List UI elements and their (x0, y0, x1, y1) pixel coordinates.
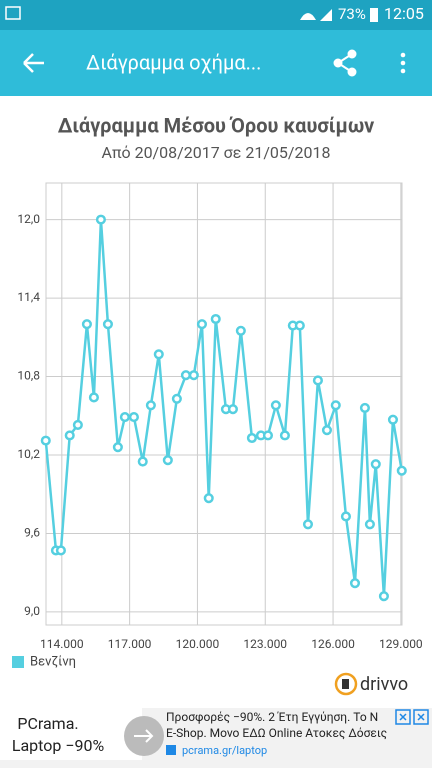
data-point (88, 392, 99, 403)
x-tick-label: 114.000 (40, 637, 84, 651)
data-point (55, 545, 66, 556)
data-point (119, 412, 130, 423)
legend-label: Βενζίνη (30, 654, 76, 669)
y-tick-label: 9,0 (24, 604, 40, 618)
back-button[interactable] (23, 53, 44, 73)
x-tick-label: 117.000 (108, 637, 152, 651)
data-point (349, 578, 361, 589)
data-point (145, 400, 156, 411)
x-tick-label: 129.000 (379, 637, 423, 651)
data-point (364, 519, 375, 530)
data-point (396, 465, 407, 476)
data-point (81, 319, 92, 330)
data-point (235, 325, 246, 336)
ad-headline: Laptop −90% (12, 736, 105, 755)
data-point (246, 432, 257, 444)
plot: 9,0 9,6 10,2 10,8 11,4 12,0 114.000 117.000 120.… (12, 182, 423, 669)
data-point (188, 370, 199, 381)
y-tick-label: 10,8 (17, 369, 40, 383)
data-point (270, 400, 281, 411)
data-point (302, 519, 314, 530)
data-point (330, 400, 341, 411)
ad-url: pcrama.gr/laptop (182, 744, 267, 757)
data-point (128, 412, 139, 423)
x-tick-label: 123.000 (243, 637, 287, 651)
notification-icon (5, 6, 21, 20)
wifi-icon (300, 13, 316, 20)
data-point (64, 430, 75, 441)
data-line (44, 219, 404, 597)
status-bar (0, 0, 432, 30)
data-point (262, 430, 274, 441)
data-point (137, 456, 148, 467)
battery-icon (370, 8, 378, 22)
brand-logo (334, 672, 358, 696)
data-point (227, 404, 238, 415)
battery-level: 73% (338, 5, 366, 23)
data-point (112, 442, 123, 453)
ad-close[interactable] (395, 709, 429, 725)
data-point (370, 459, 381, 470)
data-point (162, 455, 173, 466)
chart-subtitle: Από 20/08/2017 σε 21/05/2018 (102, 143, 331, 162)
y-tick-label: 9,6 (24, 526, 40, 540)
data-point (72, 419, 83, 430)
data-point (279, 430, 290, 441)
ad-text: Προσφορές −90%. 2 Έτη Εγγύηση. Το N (166, 710, 378, 724)
data-point (95, 214, 106, 225)
more-button[interactable] (400, 52, 406, 74)
data-point (312, 375, 323, 386)
data-point (294, 320, 305, 331)
y-tick-label: 11,4 (17, 290, 40, 304)
app-title: Διάγραμμα οχήμα... (86, 50, 261, 74)
data-point (378, 591, 389, 602)
x-tick-label: 120.000 (176, 637, 220, 651)
share-button[interactable] (333, 49, 357, 77)
ad-arrow-icon (134, 729, 154, 743)
ad-url-icon (166, 745, 176, 755)
y-tick-label: 12,0 (17, 212, 40, 226)
data-point (321, 425, 333, 436)
data-point (40, 435, 51, 446)
data-point (153, 349, 164, 360)
ad-text: E-Shop. Μονο ΕΔΩ Online Ατοκες Δόσεις (166, 726, 387, 740)
data-point (180, 370, 191, 381)
data-point (196, 319, 208, 330)
app-bar (0, 30, 432, 96)
plot-frame (45, 182, 403, 626)
ad-headline: PCrama. (17, 714, 78, 733)
signal-icon (320, 9, 332, 21)
x-tick-label: 126.000 (311, 637, 355, 651)
data-point (102, 319, 113, 330)
data-point (171, 393, 182, 404)
brand-name: drivvo (360, 674, 408, 695)
data-point (387, 414, 399, 425)
data-point (359, 402, 370, 413)
chart-title: Διάγραμμα Μέσου Όρου καυσίμων (58, 113, 375, 137)
clock: 12:05 (384, 4, 424, 23)
y-tick-label: 10,2 (17, 447, 40, 461)
data-point (210, 313, 221, 325)
legend-swatch (12, 656, 24, 668)
data-point (340, 511, 351, 522)
data-point (203, 493, 214, 504)
ad-box (0, 708, 142, 760)
